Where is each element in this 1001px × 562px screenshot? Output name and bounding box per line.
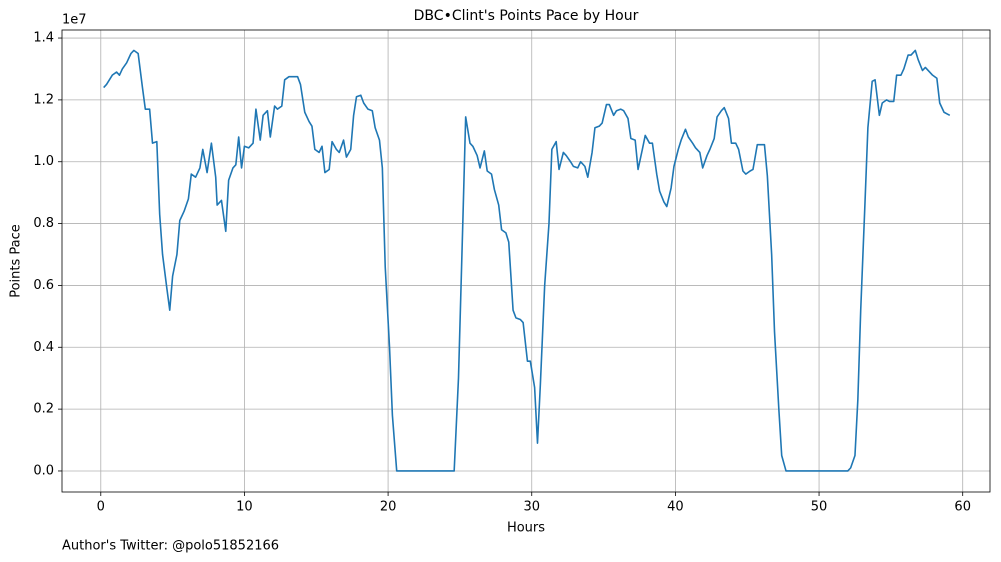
chart-title: DBC•Clint's Points Pace by Hour [414, 8, 639, 24]
y-tick-label: 0.6 [33, 278, 54, 293]
x-tick-label: 60 [954, 500, 971, 515]
y-axis-label: Points Pace [9, 224, 24, 298]
x-axis-label: Hours [507, 521, 545, 536]
y-tick-label: 0.4 [33, 340, 54, 355]
y-tick-label: 0.8 [33, 216, 54, 231]
y-tick-label: 1.0 [33, 154, 54, 169]
x-tick-label: 30 [523, 500, 540, 515]
x-tick-label: 0 [97, 500, 105, 515]
y-tick-label: 0.2 [33, 402, 54, 417]
y-tick-label: 0.0 [33, 463, 54, 478]
data-line [103, 49, 951, 472]
footnote: Author's Twitter: @polo51852166 [62, 539, 279, 554]
x-tick-label: 20 [380, 500, 397, 515]
x-tick-label: 50 [811, 500, 828, 515]
y-tick-label: 1.4 [33, 31, 54, 46]
y-offset-label: 1e7 [62, 13, 87, 28]
x-tick-label: 40 [667, 500, 684, 515]
x-tick-label: 10 [236, 500, 253, 515]
y-tick-label: 1.2 [33, 92, 54, 107]
plot-frame [61, 29, 991, 493]
